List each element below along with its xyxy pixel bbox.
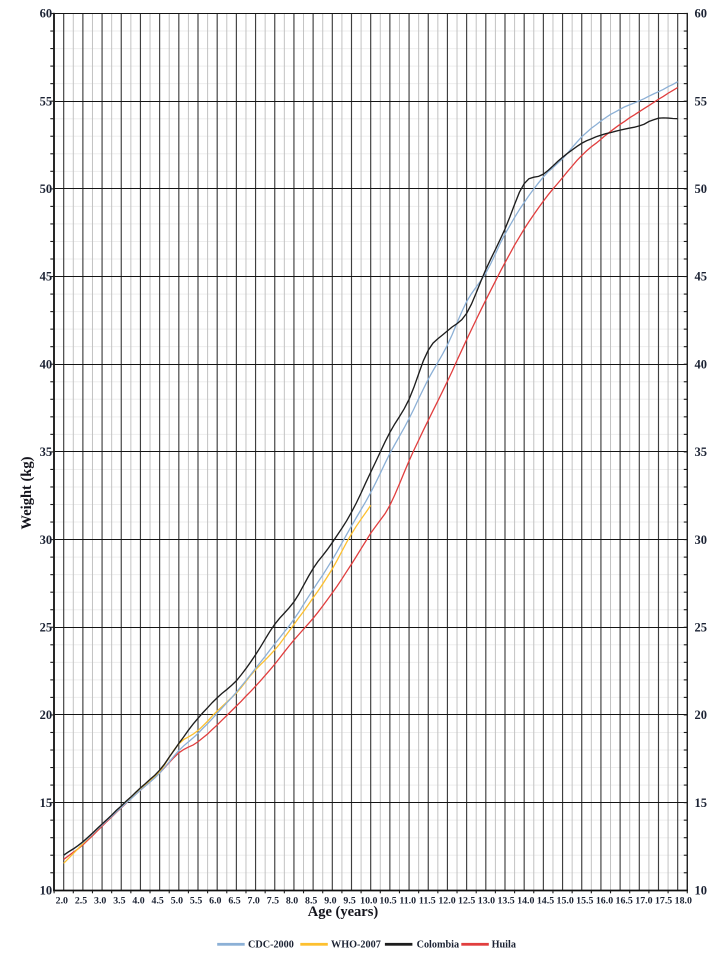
svg-text:13.5: 13.5	[497, 896, 514, 907]
svg-text:45: 45	[695, 270, 708, 284]
svg-text:55: 55	[40, 94, 53, 108]
svg-text:12.5: 12.5	[458, 896, 475, 907]
svg-text:40: 40	[40, 357, 53, 371]
svg-text:7.5: 7.5	[267, 896, 279, 907]
svg-text:35: 35	[40, 445, 53, 459]
svg-text:CDC-2000: CDC-2000	[248, 939, 294, 950]
svg-text:14.0: 14.0	[517, 896, 534, 907]
svg-text:4.5: 4.5	[152, 896, 164, 907]
svg-text:6.0: 6.0	[209, 896, 221, 907]
svg-text:Weight (kg): Weight (kg)	[19, 456, 35, 529]
svg-text:2.5: 2.5	[75, 896, 87, 907]
svg-text:WHO-2007: WHO-2007	[331, 939, 381, 950]
svg-text:4.0: 4.0	[132, 896, 144, 907]
svg-text:60: 60	[40, 7, 53, 21]
svg-text:15.5: 15.5	[576, 896, 593, 907]
svg-text:35: 35	[695, 445, 708, 459]
svg-text:25: 25	[695, 621, 708, 635]
svg-text:10.0: 10.0	[360, 896, 377, 907]
svg-text:Age (years): Age (years)	[308, 904, 379, 920]
svg-text:5.0: 5.0	[171, 896, 183, 907]
svg-text:45: 45	[40, 270, 53, 284]
svg-text:60: 60	[695, 7, 708, 21]
svg-text:13.0: 13.0	[478, 896, 495, 907]
svg-text:10.5: 10.5	[379, 896, 396, 907]
svg-text:20: 20	[695, 708, 708, 722]
svg-text:18.0: 18.0	[675, 896, 692, 907]
svg-text:5.5: 5.5	[190, 896, 202, 907]
svg-text:12.0: 12.0	[438, 896, 455, 907]
svg-text:2.0: 2.0	[56, 896, 68, 907]
svg-text:8.0: 8.0	[286, 896, 298, 907]
svg-text:14.5: 14.5	[537, 896, 554, 907]
svg-text:50: 50	[695, 182, 708, 196]
svg-text:20: 20	[40, 708, 53, 722]
svg-text:17.5: 17.5	[655, 896, 672, 907]
svg-text:17.0: 17.0	[635, 896, 652, 907]
svg-text:3.5: 3.5	[113, 896, 125, 907]
svg-text:3.0: 3.0	[94, 896, 106, 907]
svg-text:11.5: 11.5	[419, 896, 436, 907]
svg-text:11.0: 11.0	[399, 896, 416, 907]
svg-text:Huila: Huila	[492, 939, 516, 950]
svg-text:15: 15	[695, 796, 708, 810]
svg-text:7.0: 7.0	[248, 896, 260, 907]
svg-text:30: 30	[695, 533, 708, 547]
svg-text:55: 55	[695, 94, 708, 108]
svg-text:10: 10	[40, 884, 53, 898]
svg-text:40: 40	[695, 357, 708, 371]
svg-text:50: 50	[40, 182, 53, 196]
svg-text:16.0: 16.0	[596, 896, 613, 907]
svg-text:10: 10	[695, 884, 708, 898]
svg-text:Colombia: Colombia	[417, 939, 459, 950]
svg-text:30: 30	[40, 533, 53, 547]
svg-text:6.5: 6.5	[228, 896, 240, 907]
svg-text:15.0: 15.0	[557, 896, 574, 907]
svg-text:8.5: 8.5	[305, 896, 317, 907]
svg-text:9.5: 9.5	[343, 896, 355, 907]
svg-text:25: 25	[40, 621, 53, 635]
svg-text:9.0: 9.0	[324, 896, 336, 907]
svg-text:16.5: 16.5	[616, 896, 633, 907]
svg-text:15: 15	[40, 796, 53, 810]
